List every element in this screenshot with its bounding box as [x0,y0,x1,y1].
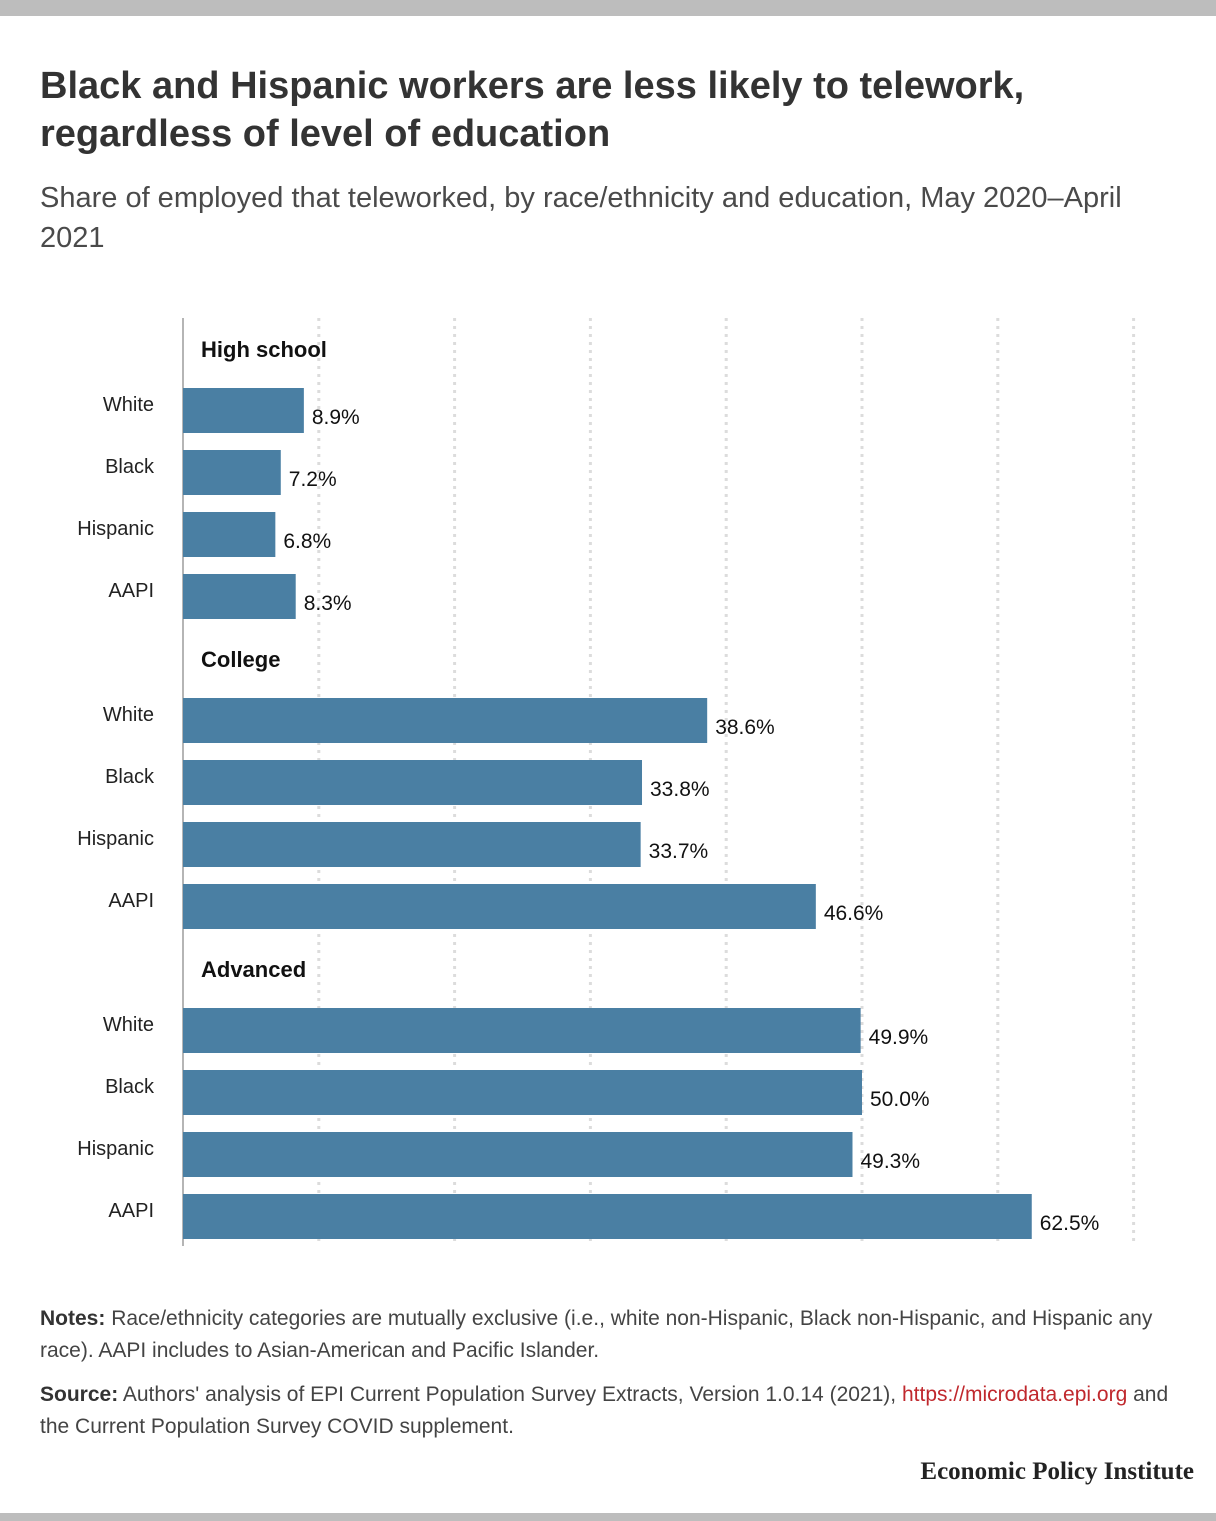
source-text-after: and the Current Population Survey COVID … [40,1383,1169,1438]
bar [183,884,816,929]
group-label: College [201,647,280,672]
data-label: 49.3% [860,1150,920,1173]
bar [183,822,641,867]
category-tick-label: Hispanic [77,518,154,540]
source-label: Source: [40,1383,119,1406]
bar [183,1194,1032,1239]
category-tick-label: White [103,394,154,416]
bar [183,1132,853,1177]
source-link[interactable]: https://microdata.epi.org [901,1383,1128,1406]
group-label: High school [201,337,327,362]
category-tick-label: AAPI [108,1200,154,1222]
chart-title: Black and Hispanic workers are less like… [40,65,1025,155]
category-tick-label: Hispanic [77,1138,154,1160]
category-tick-label: Hispanic [77,828,154,850]
data-label: 62.5% [1040,1212,1100,1235]
data-label: 8.3% [304,592,352,615]
data-label: 49.9% [869,1026,929,1049]
data-label: 33.7% [649,840,709,863]
notes-label: Notes: [40,1307,106,1330]
category-tick-label: Black [105,1076,155,1098]
category-tick-label: White [103,704,154,726]
bar [183,450,281,495]
notes-text: Race/ethnicity categories are mutually e… [40,1307,1153,1362]
category-tick-label: Black [105,766,155,788]
data-label: 38.6% [715,716,775,739]
source: Source: Authors' analysis of EPI Current… [40,1379,1180,1443]
bar [183,512,276,557]
bar [183,388,304,433]
data-label: 50.0% [870,1088,930,1111]
data-label: 6.8% [283,530,331,553]
category-tick-label: White [103,1014,154,1036]
data-label: 46.6% [824,902,884,925]
top-border [0,0,1216,16]
bar [183,574,296,619]
notes: Notes: Race/ethnicity categories are mut… [40,1303,1180,1367]
category-tick-label: Black [105,456,155,478]
data-label: 33.8% [650,778,710,801]
bottom-border [0,1513,1216,1521]
bar [183,698,708,743]
category-tick-label: AAPI [108,580,154,602]
category-tick-label: AAPI [108,890,154,912]
group-label: Advanced [201,957,306,982]
source-text-before: Authors' analysis of EPI Current Populat… [122,1383,897,1406]
bar [183,760,643,805]
chart-subtitle: Share of employed that teleworked, by ra… [40,182,1122,254]
brand-logo: Economic Policy Institute [920,1458,1194,1485]
bar-chart: High school White 8.9% Black 7.2% Hispanic 6.8… [77,318,1136,1246]
data-label: 8.9% [312,406,360,429]
data-label: 7.2% [289,468,337,491]
bar [183,1070,862,1115]
bar [183,1008,861,1053]
